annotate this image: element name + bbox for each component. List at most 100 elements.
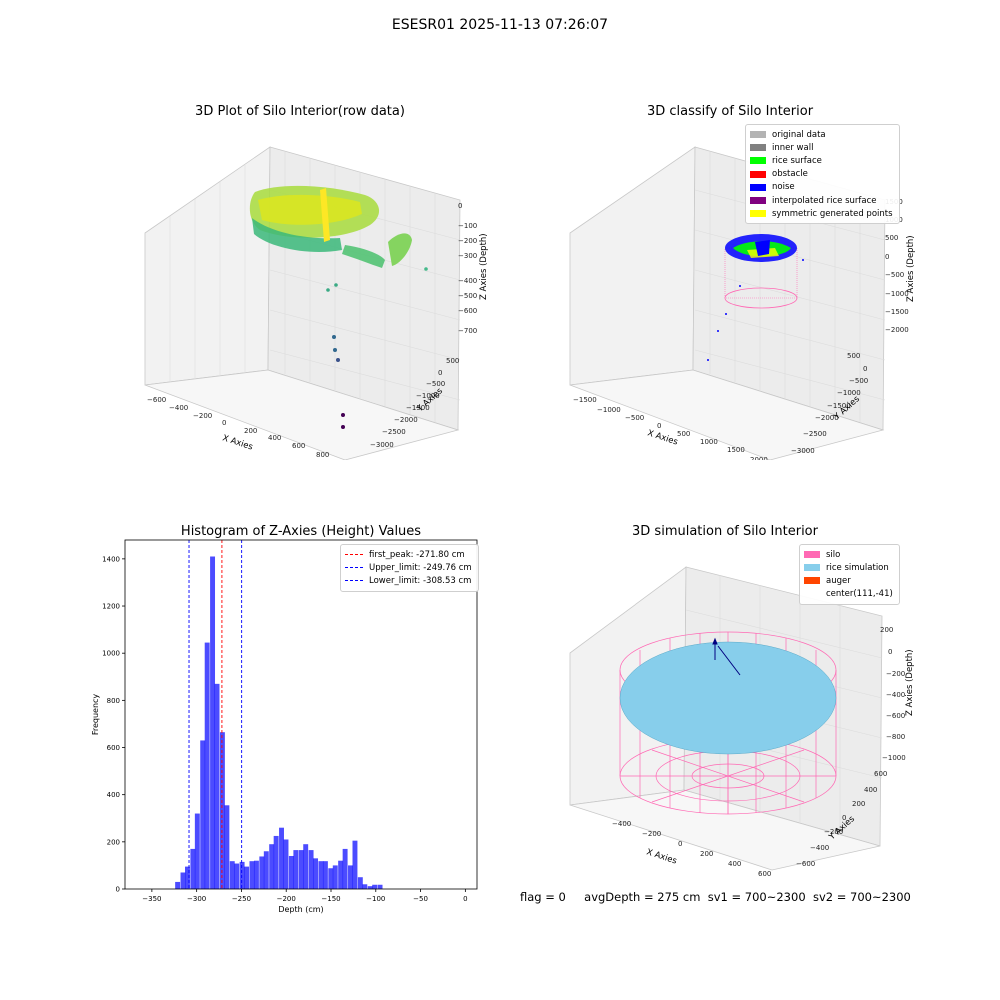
- classify-legend-label: rice surface: [772, 155, 822, 166]
- classify-y-tick: −2000: [815, 414, 839, 422]
- histogram-bar: [367, 886, 373, 889]
- simulation-legend-swatch: [804, 591, 820, 598]
- histogram-bar: [229, 861, 235, 889]
- simulation-legend-label: silo: [826, 549, 841, 560]
- raw-y-tick: −2500: [382, 428, 406, 436]
- histogram-bar: [249, 861, 255, 889]
- y-tick-label: 1200: [102, 603, 120, 611]
- simulation-plot-title: 3D simulation of Silo Interior: [632, 524, 818, 539]
- classify-legend-swatch: [750, 170, 766, 178]
- classify-legend-label: interpolated rice surface: [772, 195, 877, 206]
- raw-x-label: X Axies: [221, 433, 254, 452]
- histogram-bar: [308, 850, 314, 889]
- figure-title: ESESR01 2025-11-13 07:26:07: [391, 17, 609, 33]
- x-tick-label: −250: [232, 895, 251, 903]
- classify-x-tick: 0: [657, 422, 661, 430]
- classify-z-tick: −2000: [885, 326, 909, 334]
- classify-3d-axes-box: [569, 146, 886, 460]
- y-tick-label: 0: [116, 886, 120, 894]
- classify-x-tick: 1000: [700, 438, 718, 446]
- classify-x-tick: 1500: [727, 446, 745, 454]
- simulation-y-tick: 0: [842, 814, 846, 822]
- classify-z-tick: 0: [885, 253, 889, 261]
- y-tick-label: 1000: [102, 650, 120, 658]
- histogram-bar: [269, 844, 275, 889]
- histogram-bar: [210, 556, 216, 889]
- histogram-bar: [194, 813, 200, 889]
- classify-y-tick: −2500: [803, 430, 827, 438]
- histogram-legend-label: first_peak: -271.80 cm: [369, 549, 465, 560]
- raw-y-ticks: 500 0 −500 −1000 −1500 −2000 −2500 −3000: [370, 357, 459, 449]
- histogram-legend-line: [345, 567, 363, 569]
- y-tick-label: 200: [107, 838, 120, 846]
- simulation-3d-plot: −400 −200 0 200 400 600 600 400 200 0 −2…: [569, 566, 915, 878]
- histogram-bar: [224, 805, 230, 889]
- raw-z-ticks: 0 −100 −200 −300 −400 −500 −600 −700: [458, 202, 477, 335]
- simulation-z-tick: −200: [886, 670, 905, 678]
- simulation-z-tick: −800: [886, 733, 905, 741]
- classify-x-tick: 2000: [750, 456, 768, 460]
- raw-y-tick: −500: [426, 380, 445, 388]
- classify-y-tick: −1500: [827, 402, 851, 410]
- raw-z-tick: −700: [458, 327, 477, 335]
- classify-legend-swatch: [750, 210, 766, 218]
- classify-z-tick: −500: [885, 271, 904, 279]
- histogram-chart: −350 −300 −250 −200 −150 −100 −50 0 0 200 400 600 80…: [91, 539, 478, 914]
- simulation-legend-label: rice simulation: [826, 562, 889, 573]
- y-tick-label: 400: [107, 791, 120, 799]
- simulation-x-tick: 200: [700, 850, 713, 858]
- histogram-x-label: Depth (cm): [278, 905, 323, 914]
- simulation-z-tick: −600: [886, 712, 905, 720]
- simulation-y-tick: 400: [864, 786, 877, 794]
- classify-legend-item: obstacle: [750, 168, 893, 181]
- histogram-bar: [298, 850, 304, 889]
- histogram-bar: [342, 848, 348, 889]
- raw-x-tick: 0: [222, 419, 226, 427]
- histogram-bar: [190, 848, 196, 889]
- raw-x-tick: −600: [147, 396, 166, 404]
- histogram-bar: [239, 861, 245, 889]
- raw-x-tick: −400: [169, 404, 188, 412]
- histogram-bar: [204, 642, 210, 889]
- histogram-bar: [313, 858, 319, 889]
- x-tick-label: −150: [321, 895, 340, 903]
- histogram-legend: first_peak: -271.80 cm Upper_limit: -249.…: [340, 544, 479, 592]
- histogram-bar: [332, 865, 338, 889]
- classify-legend-item: rice surface: [750, 154, 893, 167]
- histogram-bar: [362, 884, 368, 889]
- raw-x-tick: 200: [244, 427, 257, 435]
- histogram-legend-item: first_peak: -271.80 cm: [345, 548, 472, 561]
- y-tick-label: 600: [107, 744, 120, 752]
- classify-x-label: X Axies: [646, 428, 679, 447]
- histogram-legend-line: [345, 554, 363, 556]
- histogram-bar: [352, 840, 358, 889]
- classify-x-tick: −500: [625, 414, 644, 422]
- histogram-bar: [279, 827, 284, 889]
- classify-legend-item: symmetric generated points: [750, 207, 893, 220]
- simulation-y-tick: −200: [824, 828, 843, 836]
- histogram-bar: [180, 872, 186, 889]
- classify-y-tick: −3000: [791, 447, 815, 455]
- raw-y-tick: 500: [446, 357, 459, 365]
- histogram-bar: [328, 868, 334, 889]
- raw-z-tick: −600: [458, 307, 477, 315]
- simulation-x-ticks: −400 −200 0 200 400 600: [612, 820, 771, 878]
- histogram-bar: [263, 851, 269, 889]
- classify-x-tick: 500: [677, 430, 690, 438]
- histogram-bar: [357, 877, 363, 889]
- classify-y-ticks: 500 0 −500 −1000 −1500 −2000 −2500 −3000: [791, 352, 868, 455]
- histogram-bar: [318, 861, 324, 889]
- simulation-legend: silo rice simulation auger center(111,-41): [799, 544, 900, 605]
- raw-x-tick: 400: [268, 434, 281, 442]
- classify-x-ticks: −1500 −1000 −500 0 500 1000 1500 2000: [573, 396, 768, 460]
- classify-legend-item: interpolated rice surface: [750, 194, 893, 207]
- classify-legend-item: original data: [750, 128, 893, 141]
- histogram-bar: [214, 683, 220, 889]
- classify-x-tick: −1500: [573, 396, 597, 404]
- classify-legend-label: inner wall: [772, 142, 814, 153]
- classify-legend-label: original data: [772, 129, 826, 140]
- classify-y-tick: −500: [849, 377, 868, 385]
- simulation-y-tick: 600: [874, 770, 887, 778]
- classify-z-label: Z Axies (Depth): [906, 235, 915, 302]
- simulation-x-tick: 600: [758, 870, 771, 878]
